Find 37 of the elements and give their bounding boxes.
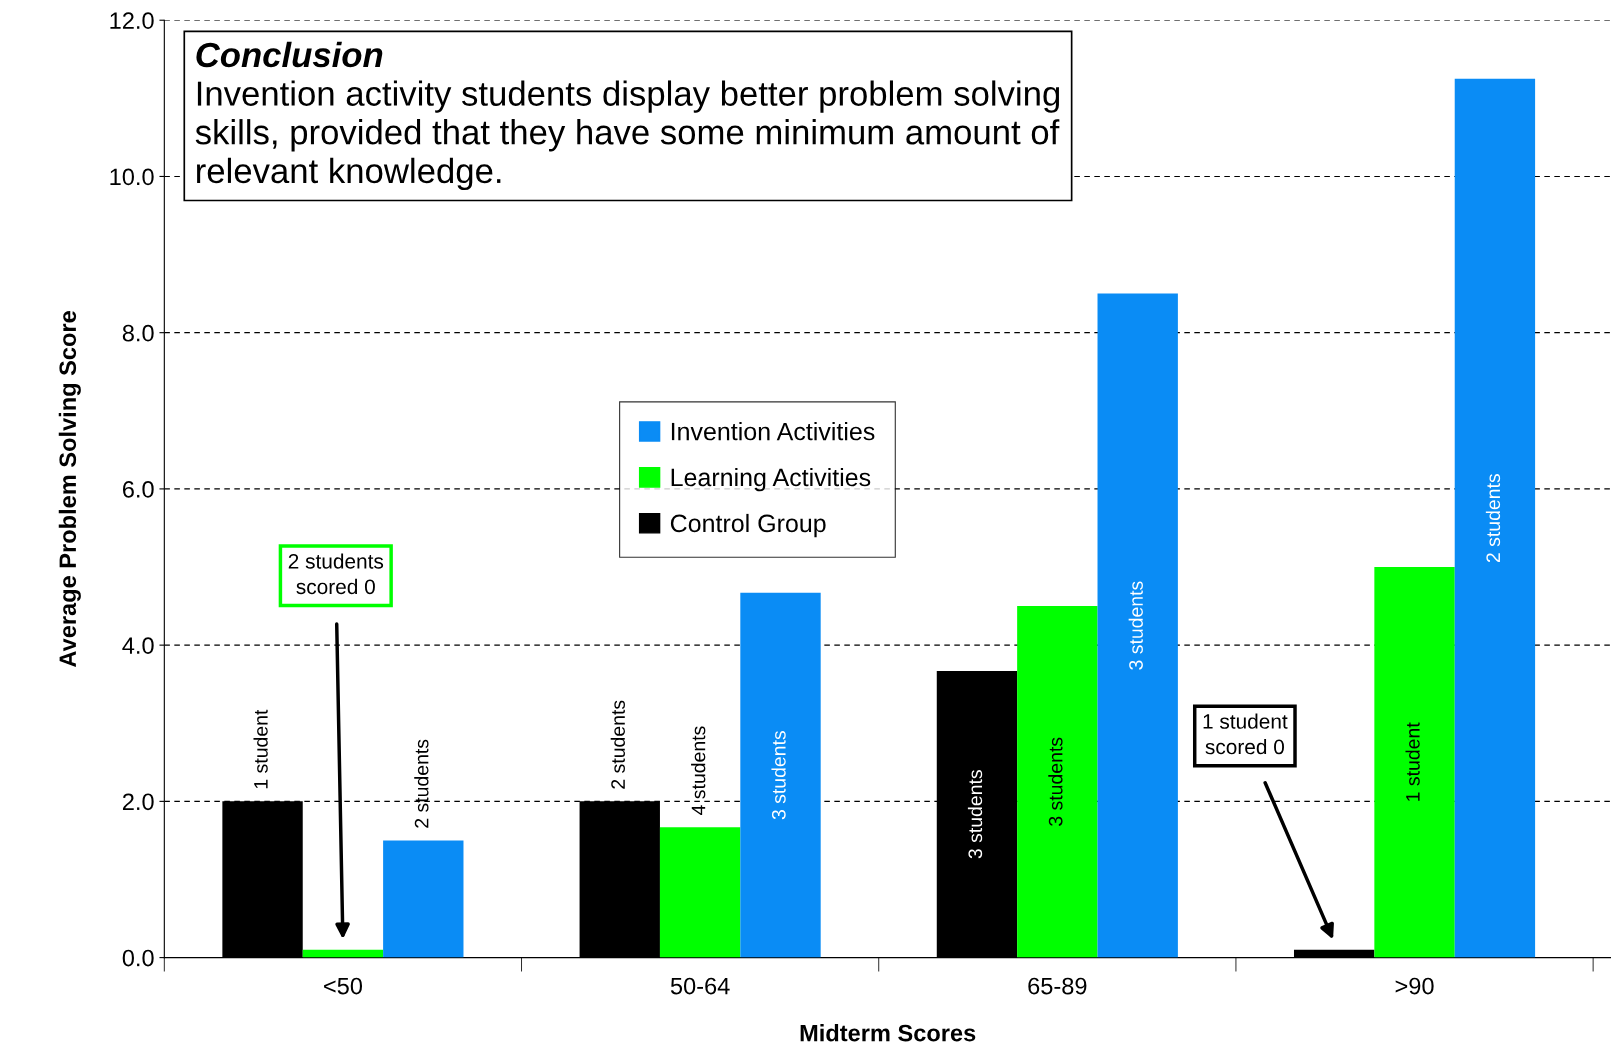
annotation: 2 students [610,700,625,789]
y-tick-label: 6.0 [122,480,154,498]
bar [1097,293,1178,958]
bar [1374,567,1455,958]
x-tick-label: 65-89 [1028,977,1087,995]
y-tick-label: 12.0 [110,12,154,29]
legend-label: Invention Activities [671,422,875,441]
annotation: 2 students [414,739,429,828]
bar [740,592,821,958]
bar [1454,78,1536,958]
annotation: 1 student scored 0 [1203,713,1288,755]
y-tick-label: 8.0 [122,324,154,342]
legend-label: Control Group [670,513,826,538]
y-tick-label: 4.0 [122,637,154,654]
annotation: 3 students [1048,737,1063,826]
y-axis-title: Average Problem Solving Score [58,311,81,667]
y-tick-label: 2.0 [122,793,154,811]
annotation: 3 students [771,731,786,820]
bar [1017,606,1098,958]
y-tick-label: 10.0 [110,168,154,186]
annotation: 1 student [253,709,268,789]
x-axis-title: Midterm Scores [800,1024,976,1042]
annotation: 1 student [1405,722,1420,801]
x-tick-label: <50 [324,977,363,995]
annotation: 3 students [1128,581,1143,670]
x-tick-label: 50-64 [670,977,730,995]
x-tick-label: >90 [1395,977,1434,995]
annotation: 3 students [967,770,983,859]
annotation: 2 students scored 0 [288,553,384,595]
annotation: Conclusion [196,41,383,68]
annotation: 4 students [691,726,706,815]
bar [383,840,464,958]
annotation: 2 students [1485,474,1501,563]
legend-label: Learning Activities [671,467,871,492]
annotation: Invention activity students display better problem solving skills, provided that they have some minimum amount of relevant knowledge. [195,80,1060,191]
y-tick-label: 0.0 [122,949,154,967]
bar [659,827,741,958]
